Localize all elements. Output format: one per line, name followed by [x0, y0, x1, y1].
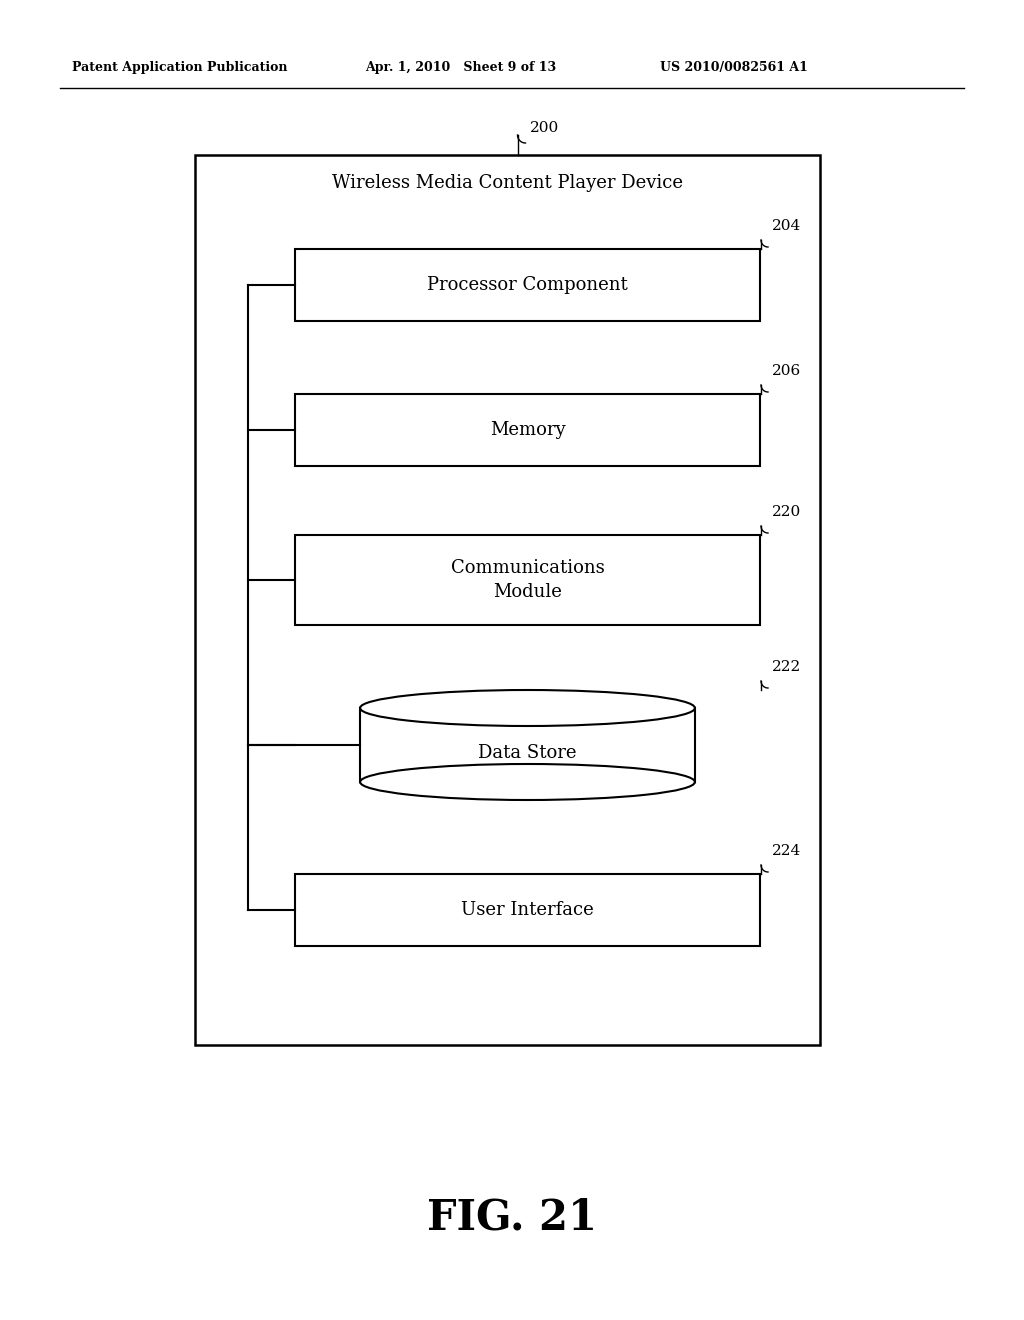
Text: Communications
Module: Communications Module — [451, 560, 604, 601]
Text: 224: 224 — [772, 843, 801, 858]
Text: 200: 200 — [529, 121, 559, 135]
Text: Wireless Media Content Player Device: Wireless Media Content Player Device — [332, 174, 683, 191]
Bar — [195, 154, 820, 1045]
Text: Data Store: Data Store — [478, 744, 577, 762]
Text: User Interface: User Interface — [461, 902, 594, 919]
Text: FIG. 21: FIG. 21 — [427, 1197, 597, 1239]
Text: Apr. 1, 2010   Sheet 9 of 13: Apr. 1, 2010 Sheet 9 of 13 — [365, 62, 556, 74]
Ellipse shape — [360, 690, 695, 726]
Bar — [295, 535, 760, 624]
Bar — [295, 393, 760, 466]
Text: Patent Application Publication: Patent Application Publication — [72, 62, 288, 74]
Ellipse shape — [360, 764, 695, 800]
Text: 222: 222 — [772, 660, 801, 675]
Bar — [295, 874, 760, 946]
Text: US 2010/0082561 A1: US 2010/0082561 A1 — [660, 62, 808, 74]
Bar — [295, 249, 760, 321]
Text: 204: 204 — [772, 219, 801, 234]
Text: Memory: Memory — [489, 421, 565, 440]
Text: 206: 206 — [772, 364, 801, 378]
Text: Processor Component: Processor Component — [427, 276, 628, 294]
Text: 220: 220 — [772, 506, 801, 519]
